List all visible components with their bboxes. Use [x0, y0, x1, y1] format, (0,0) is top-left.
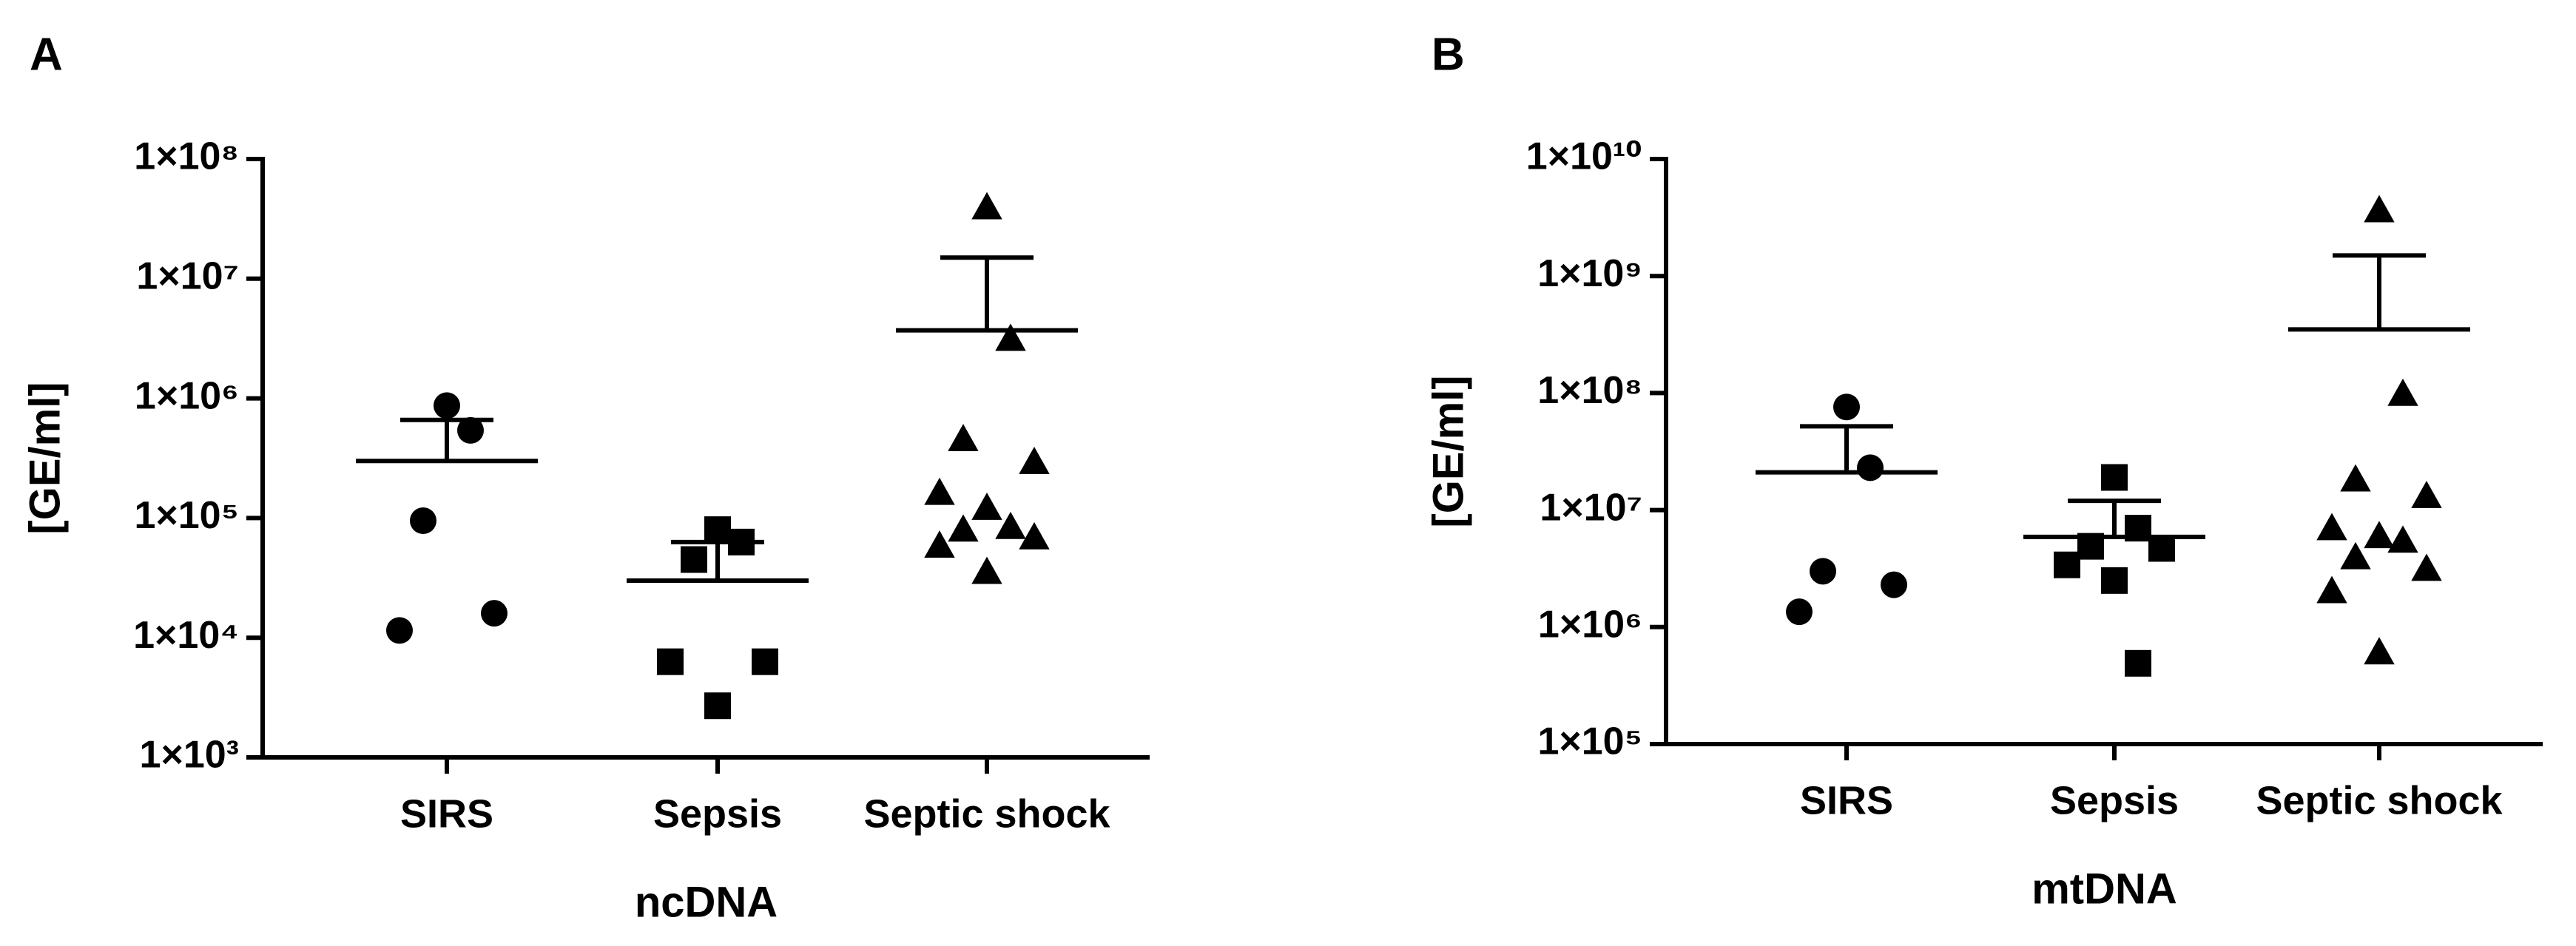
panel-label: A [30, 29, 63, 80]
marker [457, 416, 484, 444]
marker [2340, 464, 2371, 492]
marker [1786, 598, 1813, 626]
marker [2101, 464, 2128, 491]
marker [971, 492, 1002, 520]
marker [2316, 513, 2347, 541]
y-tick-label: 1×10⁹ [1537, 252, 1642, 295]
marker [2364, 521, 2395, 549]
marker [704, 516, 731, 544]
marker [2411, 553, 2442, 581]
marker [971, 192, 1002, 220]
x-axis-label: mtDNA [2032, 865, 2177, 913]
marker [657, 648, 684, 675]
y-tick-label: 1×10¹⁰ [1526, 135, 1642, 178]
marker [2340, 541, 2371, 570]
marker [2101, 567, 2128, 594]
y-axis-label: [GE/ml] [1424, 375, 1472, 527]
marker [2364, 637, 2395, 665]
marker [752, 648, 778, 675]
y-tick-label: 1×10⁸ [134, 135, 239, 178]
marker [434, 392, 460, 419]
x-tick-label: SIRS [1800, 778, 1893, 822]
x-axis-label: ncDNA [635, 878, 778, 926]
x-tick-label: Septic shock [2256, 778, 2503, 822]
marker [1810, 558, 1836, 585]
y-tick-label: 1×10⁶ [1538, 604, 1642, 646]
y-tick-label: 1×10⁶ [135, 374, 239, 417]
marker [948, 514, 979, 542]
marker [1019, 446, 1050, 474]
marker [2054, 551, 2080, 578]
y-tick-label: 1×10⁵ [1537, 720, 1642, 763]
marker [1833, 393, 1860, 421]
marker [1019, 521, 1050, 550]
y-tick-label: 1×10³ [140, 734, 239, 777]
marker [2387, 525, 2418, 553]
marker [924, 530, 955, 558]
marker [2125, 649, 2151, 677]
marker [971, 556, 1002, 584]
marker [2411, 480, 2442, 508]
marker [1857, 454, 1884, 482]
marker [995, 511, 1026, 539]
marker [924, 477, 955, 505]
marker [481, 600, 508, 627]
y-tick-label: 1×10⁷ [136, 255, 239, 298]
y-tick-label: 1×10⁸ [1537, 369, 1642, 412]
x-tick-label: Sepsis [653, 791, 782, 836]
y-axis-label: [GE/ml] [21, 382, 69, 534]
y-tick-label: 1×10⁴ [133, 614, 239, 657]
marker [2148, 535, 2175, 562]
marker [2316, 575, 2347, 604]
x-tick-label: Sepsis [2050, 778, 2179, 822]
marker [2387, 378, 2418, 406]
marker [2364, 195, 2395, 223]
marker [410, 507, 436, 535]
marker [681, 546, 707, 573]
y-tick-label: 1×10⁷ [1540, 486, 1642, 529]
marker [386, 617, 413, 644]
marker [1881, 571, 1907, 598]
marker [948, 424, 979, 452]
marker [704, 692, 731, 720]
panel-label: B [1432, 29, 1465, 80]
x-tick-label: Septic shock [863, 791, 1110, 836]
y-tick-label: 1×10⁵ [134, 494, 239, 537]
x-tick-label: SIRS [400, 791, 493, 836]
marker [995, 323, 1026, 351]
